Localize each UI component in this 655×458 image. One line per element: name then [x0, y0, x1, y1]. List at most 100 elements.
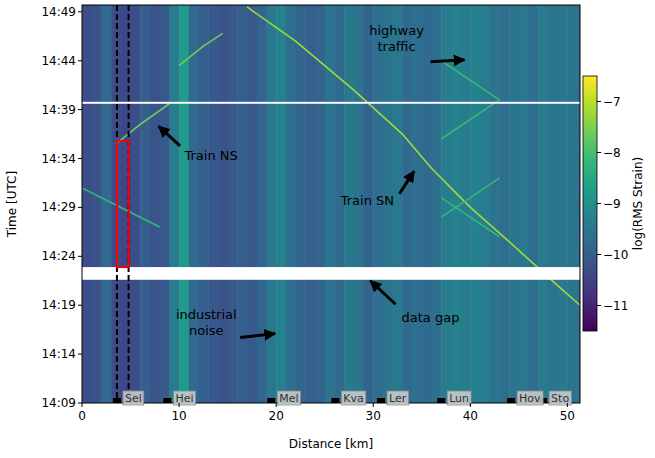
heatmap-cell [131, 5, 141, 403]
x-tick [470, 403, 471, 407]
heatmap-cell [509, 5, 519, 403]
annotation-line: highway [369, 23, 424, 38]
x-tick-label: 30 [366, 409, 381, 423]
annotation: highwaytraffic [369, 23, 424, 54]
y-axis-title: Time [UTC] [5, 171, 19, 238]
station-label: Mel [279, 392, 298, 405]
heatmap-cell [325, 5, 335, 403]
y-tick [78, 354, 82, 355]
heatmap-cell [218, 5, 228, 403]
station-label-box [387, 391, 409, 405]
heatmap-cell [431, 5, 441, 403]
heatmap-cell [567, 5, 577, 403]
colorbar-tick-label: −9 [603, 197, 621, 211]
signal-line [441, 178, 499, 217]
heatmap-cell [422, 5, 432, 403]
heatmap-cell [257, 5, 267, 403]
annotation: industrialnoise [176, 307, 237, 338]
heatmap-cell [499, 5, 509, 403]
heatmap-cell [228, 5, 238, 403]
annotation-line: traffic [377, 39, 415, 54]
colorbar-tick [597, 203, 601, 204]
station-label-box [277, 391, 300, 405]
colorbar-tick [597, 305, 601, 306]
annotation-line: Train NS [183, 148, 237, 163]
station-label-box [447, 391, 471, 405]
y-tick-label: 14:39 [41, 103, 76, 117]
y-tick-label: 14:49 [41, 5, 76, 19]
heatmap-cell [538, 5, 548, 403]
station-label: Hov [519, 392, 541, 405]
station-label: Kva [343, 392, 363, 405]
highlight-box [117, 141, 129, 267]
station-marker [437, 398, 445, 403]
y-tick [78, 256, 82, 257]
station-label: Ler [389, 392, 407, 405]
heatmap-cell [393, 5, 403, 403]
heatmap-cell [402, 5, 412, 403]
x-tick [179, 403, 180, 407]
heatmap-cell [548, 5, 558, 403]
annotation: data gap [402, 310, 460, 325]
x-tick [567, 403, 568, 407]
x-tick-label: 10 [171, 409, 186, 423]
annotation: Train SN [340, 193, 394, 208]
annotation-line: Train SN [340, 193, 394, 208]
signal-line [441, 198, 499, 237]
data-gap [82, 267, 580, 280]
annotation-line: data gap [402, 310, 460, 325]
station-marker [377, 398, 385, 403]
station-marker [267, 398, 275, 403]
annotation-line: industrial [176, 307, 237, 322]
station-label-box [123, 391, 144, 405]
x-tick [82, 403, 83, 407]
plot-frame [82, 5, 580, 403]
y-tick-label: 14:19 [41, 298, 76, 312]
y-tick [78, 60, 82, 61]
annotation-arrow [159, 126, 180, 146]
heatmap-cell [296, 5, 306, 403]
heatmap-cell [490, 5, 500, 403]
annotation-arrow [399, 171, 414, 193]
heatmap-cell [266, 5, 276, 403]
annotation-line: noise [189, 323, 224, 338]
signal-line [179, 33, 223, 65]
x-axis-title: Distance [km] [289, 437, 373, 451]
heatmap-cell [189, 5, 199, 403]
station-label: Lun [449, 392, 469, 405]
y-tick-label: 14:29 [41, 200, 76, 214]
heatmap-cell [160, 5, 170, 403]
heatmap-cell [480, 5, 490, 403]
station-label-box [517, 391, 543, 405]
signal-line [441, 61, 499, 100]
station-marker [163, 398, 171, 403]
heatmap-cell [198, 5, 208, 403]
chart: SelHeiMelKvaLerLunHovSto01020304050Dista… [0, 0, 655, 458]
station-label-box [549, 391, 571, 405]
y-tick-label: 14:24 [41, 249, 76, 263]
colorbar-tick [597, 152, 601, 153]
heatmap-cell [92, 5, 102, 403]
x-tick [373, 403, 374, 407]
station-label-box [341, 391, 365, 405]
signal-line [441, 100, 499, 139]
heatmap-cell [558, 5, 568, 403]
heatmap-cell [140, 5, 150, 403]
x-tick-label: 20 [269, 409, 284, 423]
y-tick [78, 403, 82, 404]
x-tick-label: 50 [560, 409, 575, 423]
plot-area [82, 5, 580, 403]
annotation-arrow [240, 334, 275, 338]
station-label-box [173, 391, 195, 405]
heatmap-cell [101, 5, 111, 403]
colorbar-tick-label: −11 [603, 299, 628, 313]
station-label: Sto [551, 392, 569, 405]
heatmap-cell [237, 5, 247, 403]
colorbar-tick-label: −7 [603, 95, 621, 109]
heatmap-cell [286, 5, 296, 403]
colorbar [583, 76, 597, 331]
heatmap-cell [247, 5, 257, 403]
y-tick-label: 14:14 [41, 347, 76, 361]
station-marker [507, 398, 515, 403]
colorbar-tick [597, 254, 601, 255]
